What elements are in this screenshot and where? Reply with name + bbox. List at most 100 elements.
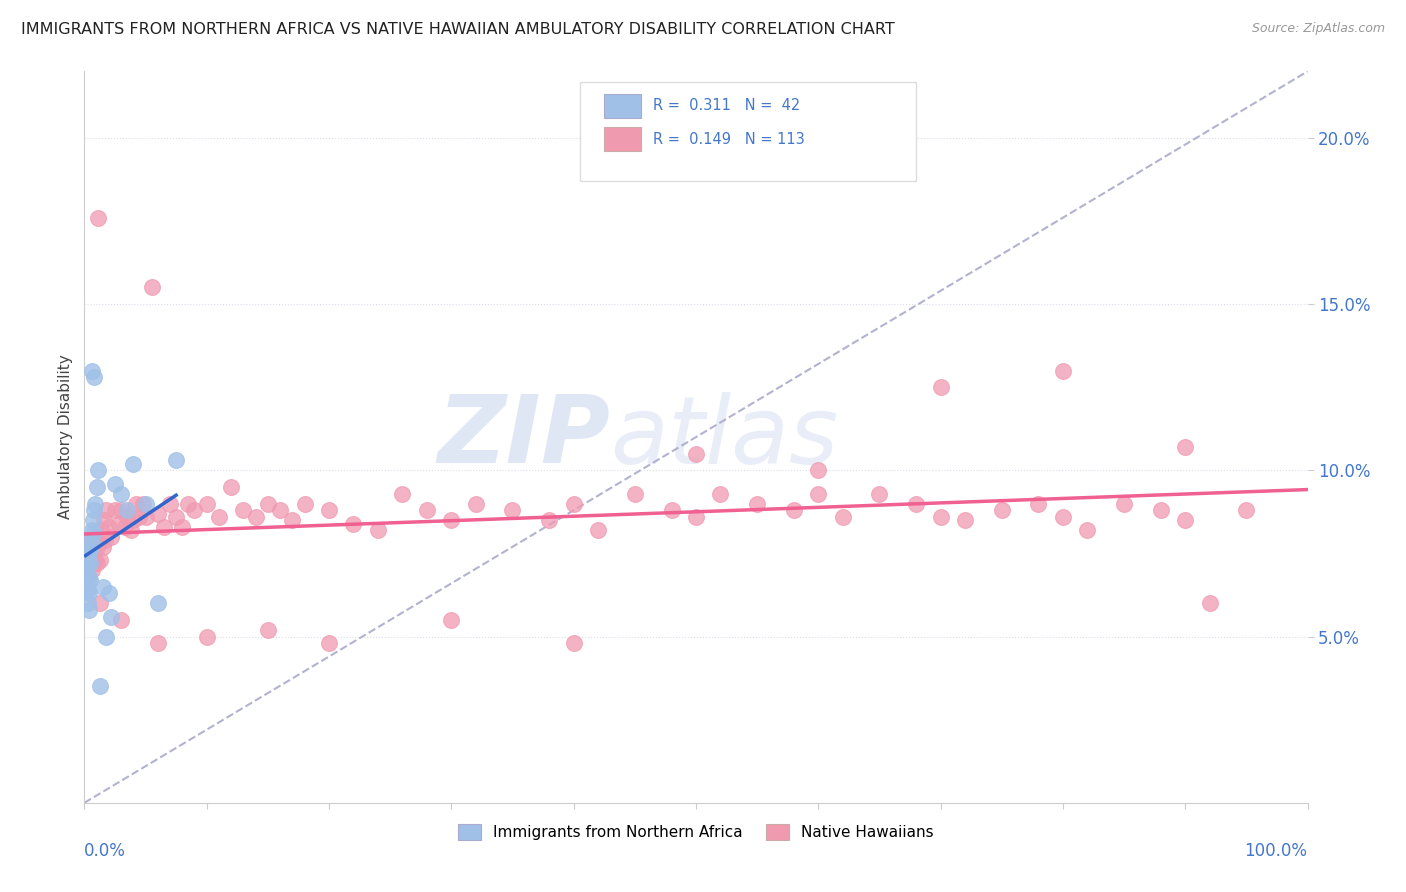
- Point: [83, 503, 105, 517]
- Point: [1028, 497, 1050, 511]
- Point: [783, 503, 806, 517]
- Point: [245, 509, 267, 524]
- Point: [153, 520, 176, 534]
- Point: [94, 533, 117, 548]
- Point: [76, 553, 98, 567]
- Point: [79, 533, 101, 548]
- Text: 0.0%: 0.0%: [84, 842, 127, 860]
- Point: [104, 476, 127, 491]
- Point: [77, 603, 100, 617]
- Point: [87, 536, 110, 550]
- Point: [80, 563, 103, 577]
- Point: [104, 503, 127, 517]
- Bar: [605, 94, 641, 118]
- Point: [82, 540, 104, 554]
- Point: [1052, 363, 1074, 377]
- Point: [135, 509, 157, 524]
- Point: [115, 503, 138, 517]
- Point: [440, 613, 463, 627]
- Point: [1174, 440, 1197, 454]
- Point: [159, 497, 181, 511]
- Point: [77, 557, 100, 571]
- Point: [367, 523, 389, 537]
- Point: [75, 570, 97, 584]
- Point: [110, 503, 132, 517]
- Point: [146, 636, 169, 650]
- Point: [281, 513, 304, 527]
- Point: [661, 503, 683, 517]
- Point: [97, 586, 120, 600]
- Point: [929, 509, 952, 524]
- Point: [82, 557, 104, 571]
- Point: [1052, 509, 1074, 524]
- Point: [77, 570, 100, 584]
- Text: R =  0.149   N = 113: R = 0.149 N = 113: [654, 132, 804, 147]
- Point: [83, 549, 105, 564]
- Point: [76, 566, 98, 581]
- Point: [77, 536, 100, 550]
- Point: [1114, 497, 1136, 511]
- Point: [135, 497, 157, 511]
- Point: [91, 540, 114, 554]
- Point: [905, 497, 928, 511]
- Point: [146, 507, 169, 521]
- Point: [953, 513, 976, 527]
- Point: [502, 503, 524, 517]
- Point: [79, 573, 101, 587]
- Point: [294, 497, 316, 511]
- Point: [90, 523, 112, 537]
- Point: [318, 503, 340, 517]
- Text: R =  0.311   N =  42: R = 0.311 N = 42: [654, 98, 800, 113]
- Point: [75, 563, 97, 577]
- Point: [96, 503, 118, 517]
- FancyBboxPatch shape: [579, 82, 917, 181]
- Point: [100, 530, 122, 544]
- Point: [79, 549, 101, 564]
- Point: [115, 509, 138, 524]
- Point: [172, 520, 194, 534]
- Point: [165, 453, 187, 467]
- Point: [219, 480, 242, 494]
- Point: [89, 596, 111, 610]
- Legend: Immigrants from Northern Africa, Native Hawaiians: Immigrants from Northern Africa, Native …: [453, 818, 939, 847]
- Point: [1198, 596, 1220, 610]
- Point: [77, 570, 100, 584]
- Point: [100, 609, 122, 624]
- Point: [77, 546, 100, 560]
- Point: [110, 613, 132, 627]
- Point: [86, 540, 108, 554]
- Point: [318, 636, 340, 650]
- Point: [93, 513, 115, 527]
- Y-axis label: Ambulatory Disability: Ambulatory Disability: [58, 355, 73, 519]
- Point: [342, 516, 364, 531]
- Point: [114, 520, 136, 534]
- Bar: [605, 128, 641, 152]
- Point: [128, 509, 150, 524]
- Point: [83, 530, 105, 544]
- Point: [77, 557, 100, 571]
- Point: [165, 509, 187, 524]
- Point: [1076, 523, 1098, 537]
- Point: [80, 363, 103, 377]
- Point: [86, 480, 108, 494]
- Point: [685, 509, 707, 524]
- Text: IMMIGRANTS FROM NORTHERN AFRICA VS NATIVE HAWAIIAN AMBULATORY DISABILITY CORRELA: IMMIGRANTS FROM NORTHERN AFRICA VS NATIV…: [21, 22, 894, 37]
- Point: [869, 486, 891, 500]
- Point: [110, 486, 132, 500]
- Point: [562, 636, 585, 650]
- Point: [77, 549, 100, 564]
- Point: [80, 536, 103, 550]
- Point: [79, 557, 101, 571]
- Point: [232, 503, 254, 517]
- Point: [77, 559, 100, 574]
- Point: [76, 557, 98, 571]
- Point: [807, 463, 830, 477]
- Point: [89, 553, 111, 567]
- Point: [685, 447, 707, 461]
- Point: [122, 457, 145, 471]
- Point: [89, 680, 111, 694]
- Point: [96, 630, 118, 644]
- Point: [79, 543, 101, 558]
- Point: [77, 596, 100, 610]
- Point: [562, 497, 585, 511]
